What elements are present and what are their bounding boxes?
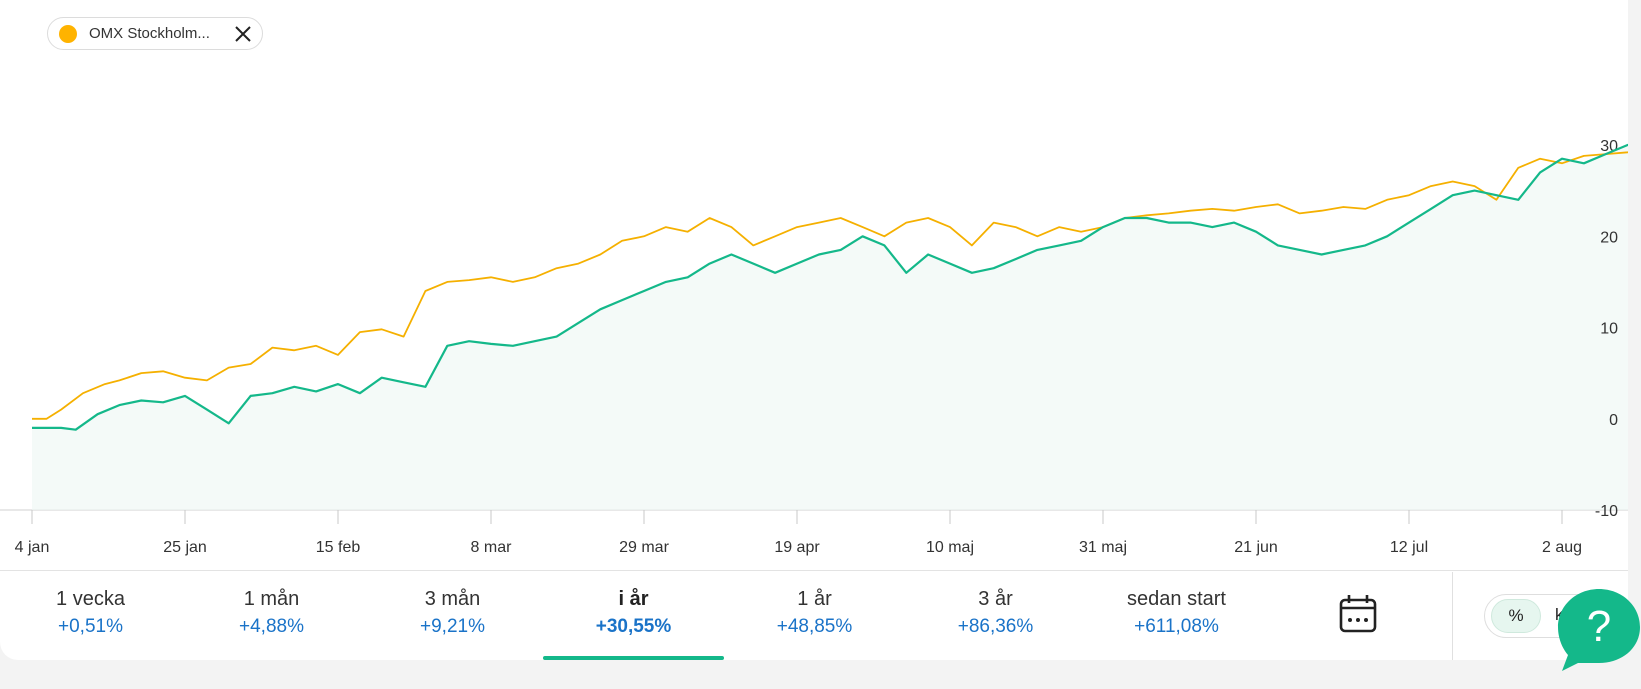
period-3-ar[interactable]: 3 år +86,36% [905,570,1086,660]
x-tick-label: 8 mar [471,539,513,556]
y-tick-label: 20 [1600,229,1618,246]
period-value: +4,88% [239,616,304,637]
help-icon: ? [1558,589,1640,671]
x-tick-label: 19 apr [774,539,820,556]
period-1-vecka[interactable]: 1 vecka +0,51% [0,570,181,660]
x-tick-label: 10 maj [926,539,974,556]
period-label: 1 mån [243,588,300,610]
period-label: 1 år [797,588,832,610]
period-label: 3 mån [424,588,481,610]
series-line-portfolio [32,143,1628,431]
percent-option[interactable]: % [1491,599,1541,633]
help-label: ? [1587,602,1611,651]
x-tick-label: 31 maj [1079,539,1127,556]
period-value: +86,36% [957,616,1034,637]
x-tick-label: 29 mar [619,539,669,556]
period-label: i år [618,588,649,610]
y-tick-label: 0 [1609,412,1618,429]
legend-chip[interactable]: OMX Stockholm... [47,17,263,50]
series-line-index [32,151,1628,420]
period-selector: 1 vecka +0,51% 1 mån +4,88% 3 mån +9,21%… [0,570,1453,660]
x-tick-label: 15 feb [316,539,361,556]
active-tab-indicator [543,656,724,660]
period-sedan-start[interactable]: sedan start +611,08% [1086,570,1267,660]
series-area [32,144,1628,510]
period-1-ar[interactable]: 1 år +48,85% [724,570,905,660]
period-value: +0,51% [58,616,123,637]
y-tick-label: 10 [1600,321,1618,338]
legend-label: OMX Stockholm... [89,25,210,42]
period-3-man[interactable]: 3 mån +9,21% [362,570,543,660]
y-tick-label: -10 [1595,503,1618,520]
close-icon[interactable] [234,25,252,43]
period-label: 1 vecka [56,588,125,610]
divider [0,570,1628,571]
legend-dot [59,24,77,43]
period-label: 3 år [978,588,1013,610]
x-tick-label: 4 jan [15,539,50,556]
period-label: sedan start [1127,588,1226,610]
x-tick-label: 25 jan [163,539,207,556]
period-value: +611,08% [1134,616,1219,637]
divider-vertical [1452,572,1453,660]
x-tick-label: 21 jun [1234,539,1278,556]
x-tick-label: 2 aug [1542,539,1582,556]
help-button[interactable]: ? [1556,587,1641,671]
amount-option[interactable]: k [1555,605,1564,624]
x-tick-label: 12 jul [1390,539,1428,556]
period-value: +9,21% [420,616,485,637]
calendar-icon[interactable] [1336,592,1380,636]
period-1-man[interactable]: 1 mån +4,88% [181,570,362,660]
period-i-ar[interactable]: i år +30,55% [543,570,724,660]
period-value: +48,85% [776,616,853,637]
performance-chart: 4 jan 25 jan 15 feb 8 mar 29 mar 19 apr 10 maj… [0,138,1628,556]
chart-card: 4 jan 25 jan 15 feb 8 mar 29 mar 19 apr 10 maj… [0,0,1628,660]
period-value: +30,55% [595,616,672,637]
